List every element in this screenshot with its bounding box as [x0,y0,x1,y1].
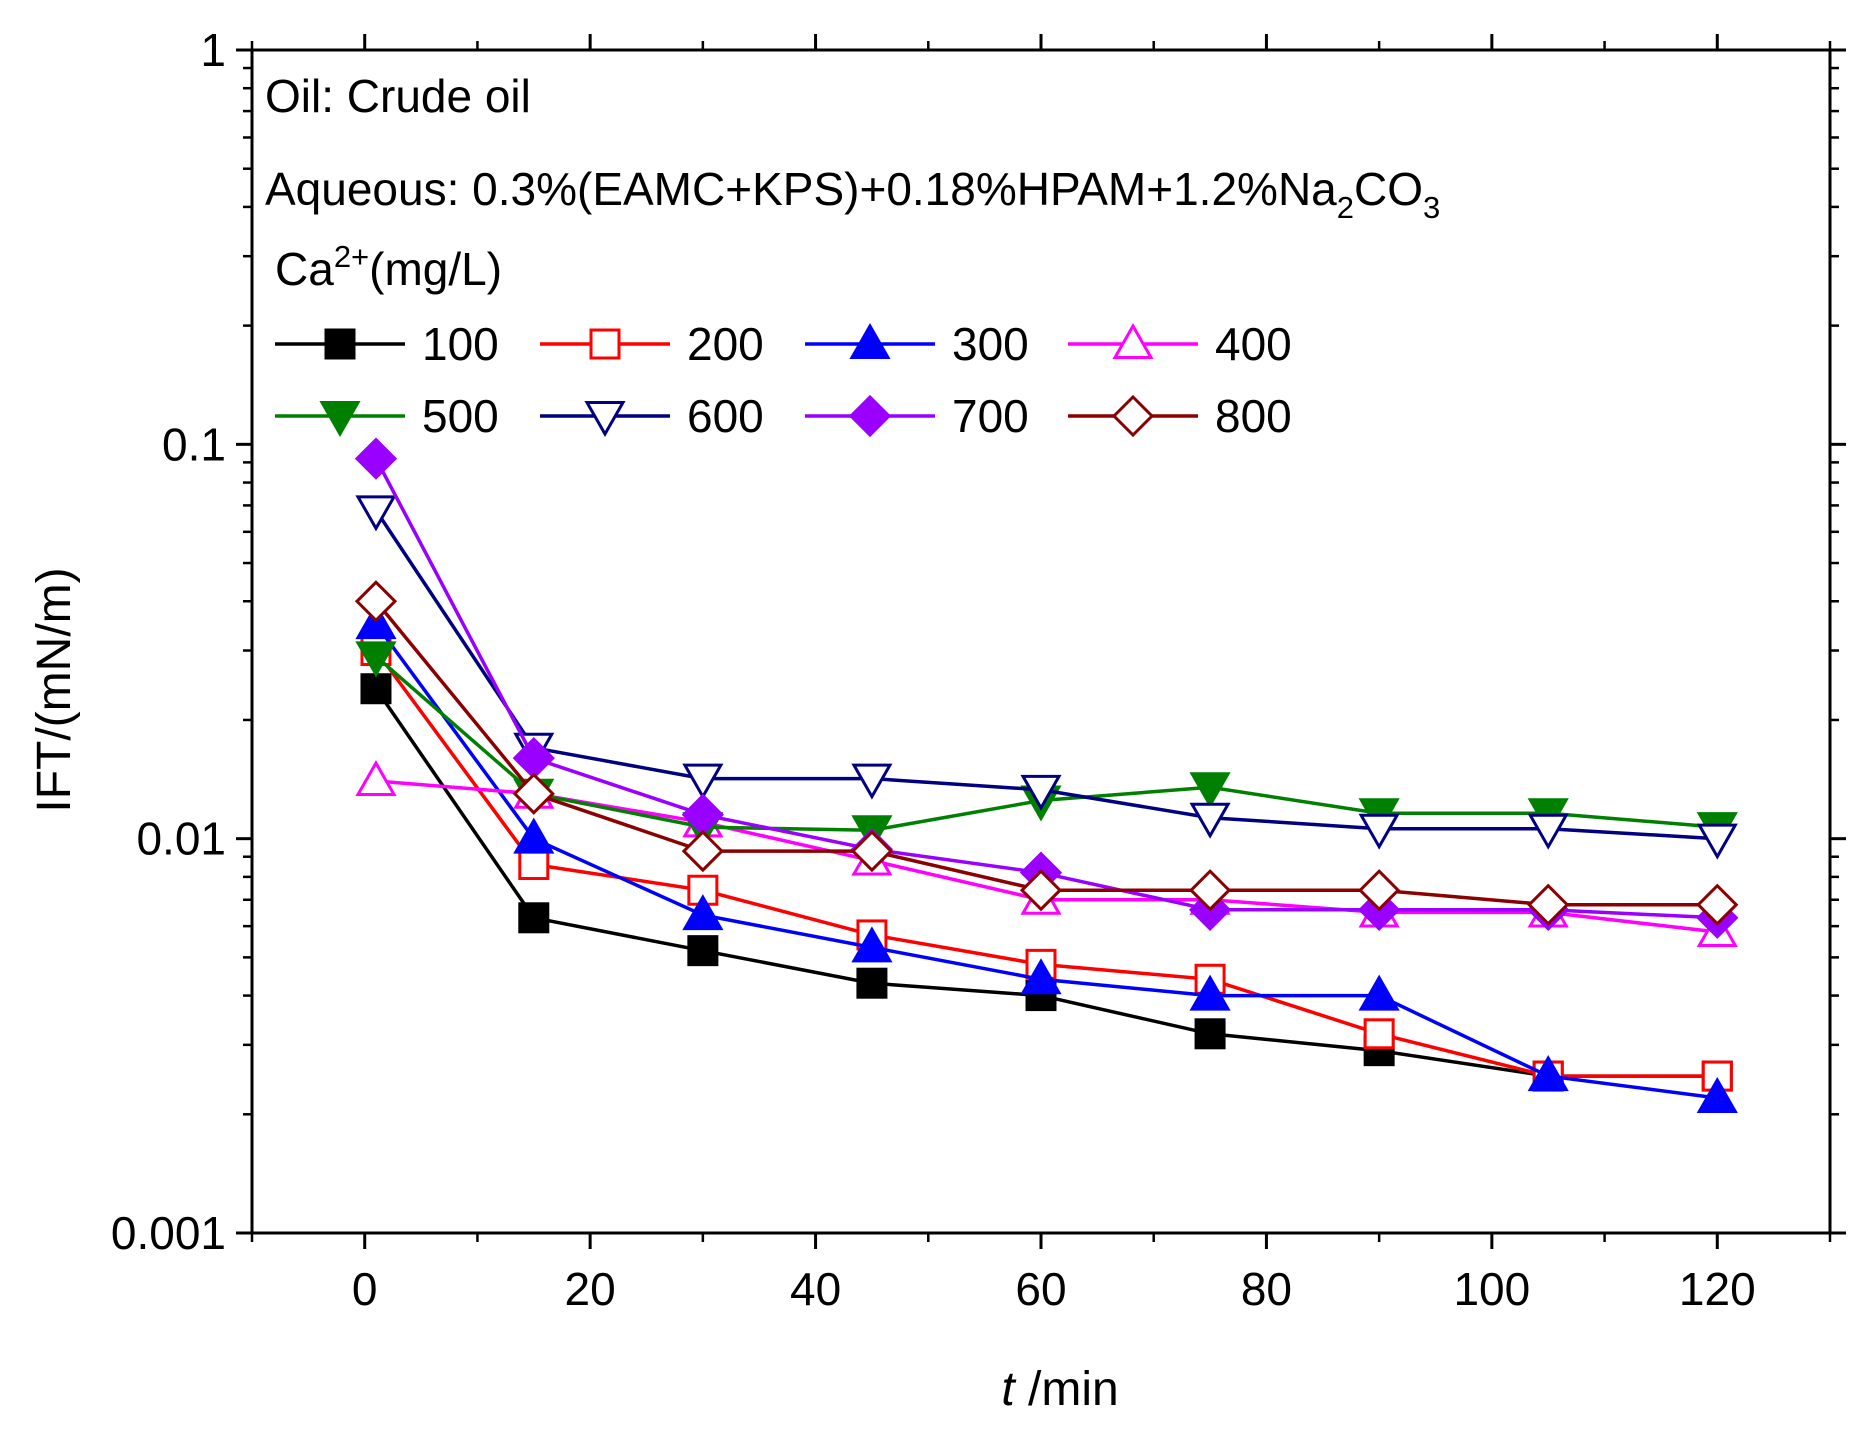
legend-title-ca: Ca [275,243,334,295]
x-tick-label: 100 [1453,1263,1530,1315]
legend-marker [1112,322,1154,359]
legend: 100 200 300 400 500 600 700 800 [275,318,1292,442]
oil-annotation: Oil: Crude oil [265,70,531,122]
legend-item-100: 100 [275,318,499,370]
data-point-300 [1527,1055,1569,1092]
aqueous-subscript-3: 3 [1423,190,1440,225]
data-point-300 [1358,974,1400,1011]
data-point-800 [1358,869,1401,912]
aqueous-co: CO [1354,163,1423,215]
legend-title-superscript: 2+ [334,239,369,274]
data-point-800 [1188,869,1232,912]
legend-marker [319,401,361,438]
data-point-200 [518,848,550,880]
data-point-500 [1189,772,1231,809]
legend-marker [324,328,356,360]
legend-label: 600 [687,390,764,442]
x-axis-title: t /min [1001,1363,1118,1416]
data-point-600 [1358,813,1400,850]
data-point-600 [355,495,397,532]
legend-title: Ca2+(mg/L) [275,239,502,295]
x-tick-label: 120 [1679,1263,1756,1315]
aqueous-subscript-2: 2 [1337,190,1354,225]
legend-label: 500 [422,390,499,442]
legend-item-400: 400 [1068,318,1292,370]
legend-marker [849,322,891,359]
series-300 [355,603,1738,1113]
aqueous-text: Aqueous: 0.3%(EAMC+KPS)+0.18%HPAM+1.2%Na [265,163,1337,215]
data-point-200 [1363,1018,1395,1050]
data-point-300 [682,894,724,931]
data-point-500 [355,641,397,678]
x-axis-title-italic: t [1001,1363,1016,1416]
legend-label: 700 [952,390,1029,442]
legend-marker [584,401,626,438]
data-point-800 [354,580,398,623]
legend-item-700: 700 [805,390,1029,442]
data-point-800 [1696,883,1739,926]
data-point-800 [1527,883,1570,926]
data-point-600 [1189,802,1231,839]
data-point-700 [354,437,398,480]
x-tick-label: 80 [1241,1263,1292,1315]
data-point-300 [513,817,555,854]
legend-item-200: 200 [540,318,764,370]
aqueous-annotation: Aqueous: 0.3%(EAMC+KPS)+0.18%HPAM+1.2%Na… [265,163,1440,225]
data-point-200 [1701,1060,1733,1092]
legend-item-600: 600 [540,390,764,442]
legend-item-300: 300 [805,318,1029,370]
data-point-800 [681,829,724,873]
data-point-600 [1527,813,1569,850]
legend-label: 800 [1215,390,1292,442]
y-tick-label: 0.1 [162,418,226,470]
data-point-300 [851,926,893,963]
legend-label: 200 [687,318,764,370]
data-point-600 [682,763,724,800]
data-point-100 [856,967,888,999]
x-tick-label: 20 [565,1263,616,1315]
x-tick-label: 60 [1015,1263,1066,1315]
data-point-600 [1696,823,1738,860]
axes: 0 20 40 60 80 100 120 0.001 0.01 0.1 1 [111,24,1846,1315]
data-point-600 [1020,774,1062,811]
data-point-800 [1019,869,1063,912]
data-point-300 [1189,974,1231,1011]
y-tick-label: 0.001 [111,1207,226,1259]
x-axis-title-unit: /min [1015,1363,1119,1416]
legend-label: 300 [952,318,1029,370]
legend-marker [848,394,892,438]
series-line-700 [374,457,1718,920]
legend-marker [589,328,621,360]
legend-title-unit: (mg/L) [369,243,502,295]
data-point-100 [360,673,392,705]
legend-marker [1111,394,1155,438]
data-point-100 [518,902,550,934]
data-point-400 [355,760,397,797]
plot-frame [250,48,1832,1235]
legend-label: 400 [1215,318,1292,370]
series-500 [355,641,1738,852]
series-700 [354,437,1739,939]
series-600 [355,495,1738,860]
data-point-100 [1194,1018,1226,1050]
data-point-800 [850,829,894,873]
data-point-100 [687,935,719,967]
data-point-600 [851,763,893,800]
data-point-300 [1020,958,1062,995]
y-tick-label: 0.01 [136,813,226,865]
data-point-300 [1696,1076,1738,1113]
y-tick-label: 1 [200,24,226,76]
x-tick-label: 0 [352,1263,378,1315]
y-axis-title: IFT/(mN/m) [28,567,81,812]
legend-item-800: 800 [1068,390,1292,442]
x-tick-label: 40 [790,1263,841,1315]
series-group [354,437,1739,1113]
series-800 [354,580,1739,926]
legend-item-500: 500 [275,390,499,442]
data-point-800 [512,772,555,815]
legend-label: 100 [422,318,499,370]
